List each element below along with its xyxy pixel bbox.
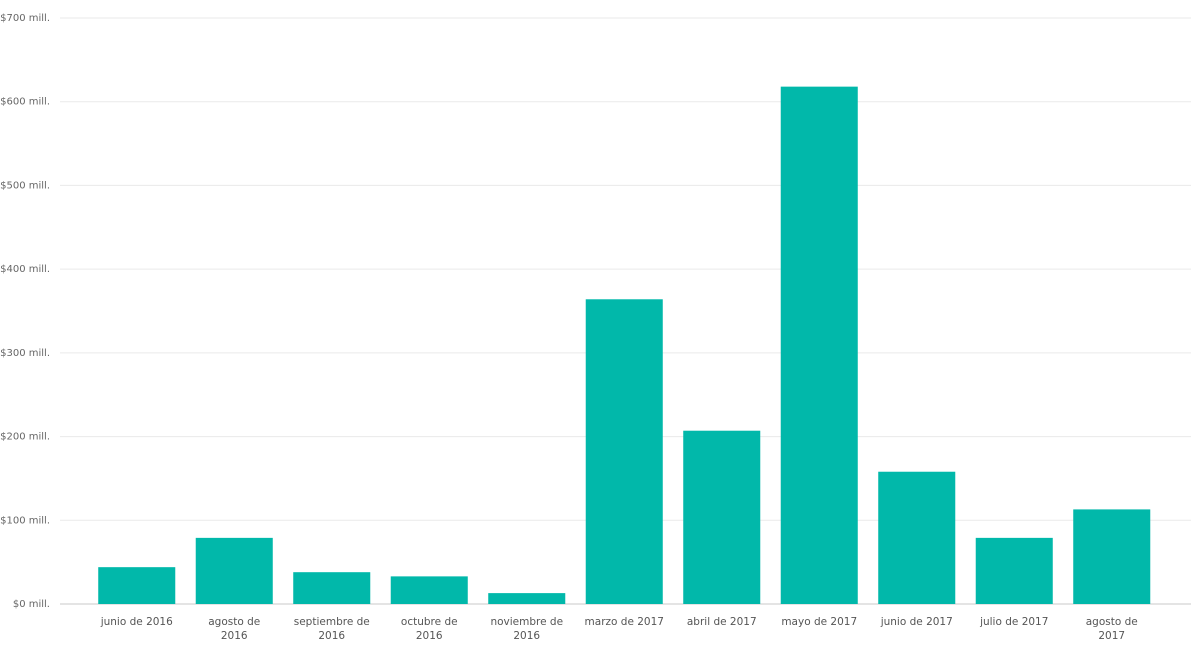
- y-tick-label: $600 mill.: [0, 97, 50, 108]
- y-tick-label: $700 mill.: [0, 13, 50, 24]
- y-tick-label: $300 mill.: [0, 348, 50, 359]
- bar: [975, 537, 1053, 604]
- y-tick-label: $500 mill.: [0, 180, 50, 191]
- x-tick-label: agosto de 2017: [1085, 616, 1138, 642]
- x-tick-label: octubre de 2016: [400, 616, 458, 642]
- bar: [878, 471, 956, 604]
- y-tick-label: $100 mill.: [0, 515, 50, 526]
- x-tick-label: noviembre de 2016: [490, 616, 564, 642]
- y-tick-label: $400 mill.: [0, 264, 50, 275]
- bar: [585, 299, 663, 604]
- x-tick-label: mayo de 2017: [781, 616, 858, 628]
- bar: [390, 576, 468, 604]
- x-tick-label: julio de 2017: [980, 616, 1049, 628]
- x-tick-label: junio de 2017: [880, 616, 953, 628]
- x-tick-label: septiembre de 2016: [293, 616, 370, 642]
- bar: [683, 430, 761, 604]
- x-tick-label: agosto de 2016: [208, 616, 261, 642]
- bar: [488, 593, 566, 604]
- x-tick-label: marzo de 2017: [584, 616, 664, 628]
- x-tick-label: junio de 2016: [100, 616, 173, 628]
- bar: [293, 572, 371, 604]
- bar: [195, 537, 273, 604]
- bar: [780, 86, 858, 605]
- bar: [1073, 509, 1151, 604]
- bar: [98, 567, 176, 604]
- y-tick-label: $0 mill.: [13, 599, 50, 610]
- x-tick-label: abril de 2017: [686, 616, 757, 628]
- y-tick-label: $200 mill.: [0, 432, 50, 443]
